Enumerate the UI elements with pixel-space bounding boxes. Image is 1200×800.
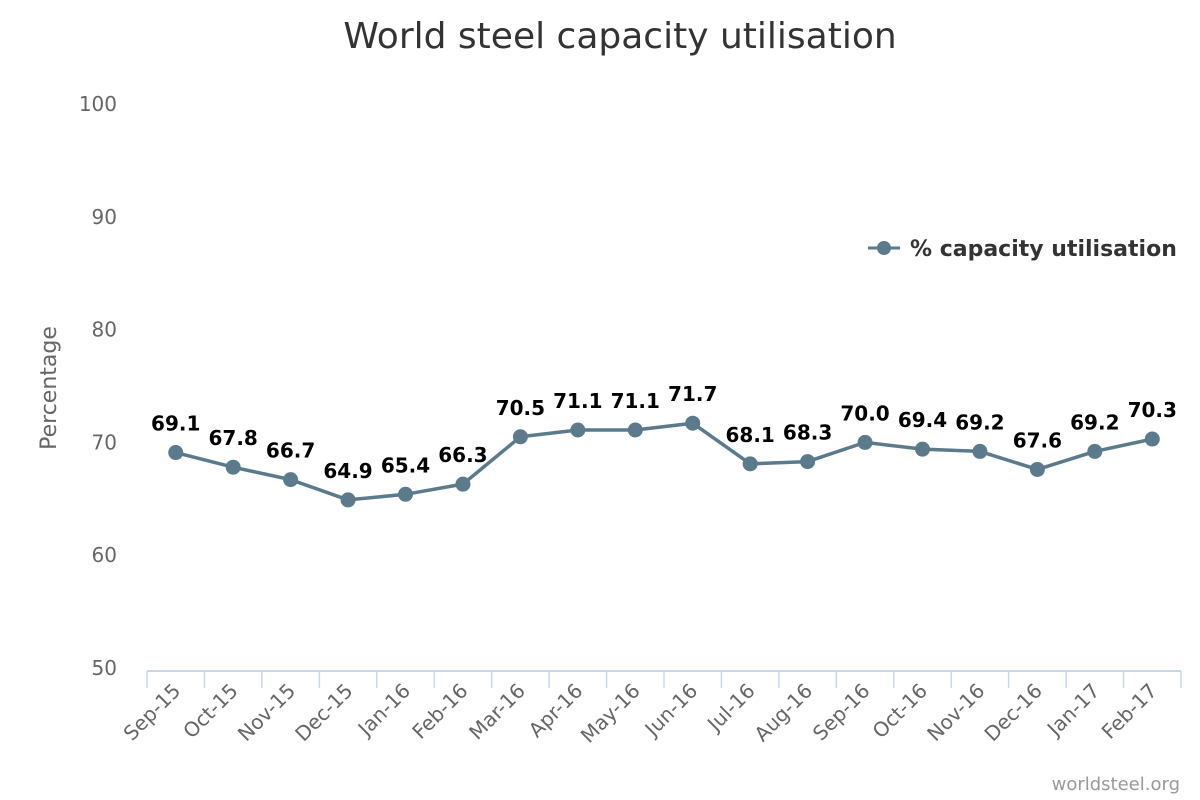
data-label: 64.9 [323,459,372,483]
x-axis [146,670,1182,688]
data-label: 69.2 [955,410,1004,434]
x-tick-label: May-16 [576,679,645,748]
x-tick-label: Oct-15 [178,679,243,744]
data-label: 67.6 [1013,428,1062,452]
x-tick-label: Nov-16 [922,679,989,746]
y-tick-label: 70 [92,430,117,454]
data-label: 69.2 [1070,410,1119,434]
data-label: 70.5 [496,396,545,420]
data-label: 69.1 [151,412,200,436]
x-tick-label: Oct-16 [868,679,933,744]
data-labels: 69.1 67.8 66.7 64.9 65.4 66.3 70.5 71.1 71.1 71.7… [151,382,1177,483]
x-tick-label: Feb-16 [407,679,472,744]
data-point[interactable] [455,476,471,492]
x-tick-label: Nov-15 [233,679,300,746]
data-point[interactable] [168,445,184,461]
y-tick-label: 100 [79,92,117,116]
data-label: 69.4 [898,408,947,432]
x-tick-label: Jan-16 [352,679,415,742]
legend-dot-marker [877,241,891,255]
data-label: 71.7 [668,382,717,406]
data-point[interactable] [800,454,816,470]
data-label: 65.4 [381,453,430,477]
data-label: 68.3 [783,421,832,445]
data-label: 71.1 [611,389,660,413]
data-point[interactable] [512,429,528,445]
data-point[interactable] [283,472,299,488]
x-tick-label: Sep-15 [119,679,186,746]
data-point[interactable] [915,441,930,457]
data-label: 70.3 [1128,398,1177,422]
chart-title: World steel capacity utilisation [343,16,896,57]
x-tick-label: Dec-15 [290,679,357,746]
x-tick-label: Jun-16 [639,679,703,743]
data-label: 66.3 [438,443,487,467]
x-axis-ticks: Sep-15Oct-15Nov-15Dec-15Jan-16Feb-16Mar-… [119,679,1162,748]
data-point[interactable] [972,443,988,459]
data-label: 66.7 [266,439,315,463]
legend-label: % capacity utilisation [910,237,1177,262]
y-axis-ticks: 50 60 70 80 90 100 [79,92,117,680]
credit-link[interactable]: worldsteel.org [1052,774,1180,795]
x-tick-label: Mar-16 [464,679,530,745]
data-point[interactable] [340,492,356,508]
series-group [168,415,1160,508]
x-tick-label: Jan-17 [1041,679,1104,742]
data-point[interactable] [1087,443,1103,459]
x-tick-label: Dec-16 [979,679,1046,746]
data-point[interactable] [742,456,758,472]
y-tick-label: 60 [92,543,117,567]
x-tick-label: Feb-17 [1097,679,1162,744]
data-point[interactable] [627,422,643,438]
x-tick-label: Sep-16 [808,679,875,746]
data-point[interactable] [398,486,413,502]
data-label: 71.1 [553,389,602,413]
data-point[interactable] [225,459,241,475]
y-tick-label: 90 [92,205,117,229]
data-point[interactable] [570,422,586,438]
data-label: 68.1 [725,423,774,447]
y-tick-label: 80 [92,318,117,342]
data-point[interactable] [1029,461,1045,477]
legend[interactable]: % capacity utilisation [868,237,1177,262]
data-point[interactable] [857,434,873,450]
series-line [173,421,1155,502]
x-tick-label: Aug-16 [749,679,817,747]
y-tick-label: 50 [92,656,117,680]
data-label: 70.0 [840,401,889,425]
y-axis-label: Percentage [37,326,62,450]
data-point[interactable] [685,415,701,431]
data-point[interactable] [1144,431,1160,447]
data-label: 67.8 [208,426,257,450]
